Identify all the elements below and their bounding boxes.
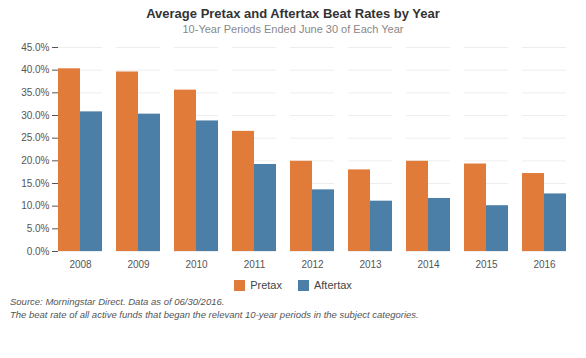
html-text:Source: Morningstar Direct. Da: Source: Morningstar Direct. Data as of 0… [10,296,225,307]
svg-text:2013: 2013 [359,259,382,270]
svg-text:2008: 2008 [69,259,92,270]
svg-text:0.0%: 0.0% [27,246,50,257]
svg-text:10.0%: 10.0% [21,200,49,211]
svg-text:30.0%: 30.0% [21,110,49,121]
svg-text:35.0%: 35.0% [21,87,49,98]
html-text:Average Pretax and Aftertax Be: Average Pretax and Aftertax Beat Rates b… [146,6,440,21]
svg-text:2012: 2012 [301,259,324,270]
svg-text:20.0%: 20.0% [21,155,49,166]
svg-text:2015: 2015 [475,259,498,270]
svg-text:2010: 2010 [185,259,208,270]
svg-text:25.0%: 25.0% [21,132,49,143]
svg-text:2014: 2014 [417,259,440,270]
svg-text:15.0%: 15.0% [21,178,49,189]
svg-text:2011: 2011 [244,259,266,270]
svg-text:5.0%: 5.0% [27,223,50,234]
html-text:The beat rate of all active fu: The beat rate of all active funds that b… [10,309,419,320]
html-text:10-Year Periods Ended June 30: 10-Year Periods Ended June 30 of Each Ye… [182,23,404,35]
svg-text:40.0%: 40.0% [21,64,49,75]
svg-text:2009: 2009 [127,259,150,270]
svg-text:45.0%: 45.0% [21,42,49,53]
html-text:Aftertax: Aftertax [313,279,352,291]
svg-text:2016: 2016 [533,259,556,270]
html-text:Pretax: Pretax [250,279,282,291]
